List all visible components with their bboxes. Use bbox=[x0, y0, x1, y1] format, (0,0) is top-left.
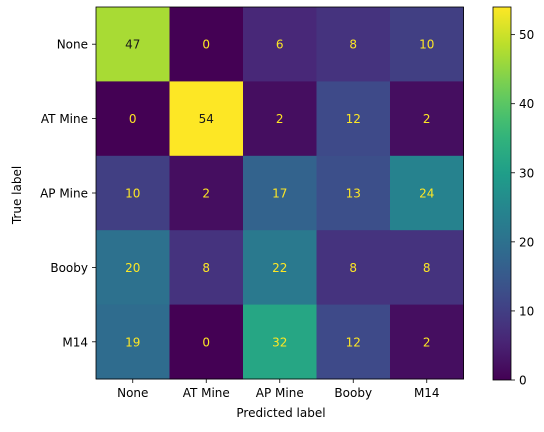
colorbar-tick-label: 10 bbox=[519, 304, 534, 318]
heatmap-cell bbox=[316, 7, 391, 82]
cell-value-label: 12 bbox=[346, 112, 361, 126]
cell-value-label: 2 bbox=[276, 112, 284, 126]
cell-value-label: 2 bbox=[202, 187, 210, 201]
heatmap-cell bbox=[316, 155, 391, 231]
cell-value-label: 22 bbox=[272, 261, 287, 275]
colorbar bbox=[492, 6, 512, 381]
cell-value-label: 24 bbox=[419, 187, 434, 201]
heatmap-cell bbox=[169, 155, 244, 231]
heatmap-cell bbox=[316, 304, 391, 380]
cell-value-label: 54 bbox=[199, 112, 214, 126]
y-axis-ticks: None AT Mine AP Mine Booby M14 bbox=[40, 38, 96, 349]
heatmap-cell bbox=[96, 304, 170, 380]
cell-value-label: 0 bbox=[202, 335, 210, 349]
colorbar-tick-label: 40 bbox=[519, 97, 534, 111]
cell-value-label: 10 bbox=[419, 38, 434, 52]
y-tick-label: M14 bbox=[62, 335, 88, 349]
cell-value-label: 2 bbox=[423, 335, 431, 349]
heatmap-cell bbox=[96, 7, 170, 82]
cell-value-label: 10 bbox=[125, 187, 140, 201]
cell-value-label: 8 bbox=[349, 38, 357, 52]
heatmap-cell bbox=[316, 81, 391, 157]
heatmap-cell bbox=[390, 155, 464, 231]
heatmap-cell bbox=[96, 155, 170, 231]
x-axis-label: Predicted label bbox=[236, 406, 325, 420]
heatmap-cell bbox=[243, 7, 317, 82]
colorbar-tick-label: 0 bbox=[519, 374, 527, 388]
heatmap-cell bbox=[243, 81, 317, 157]
heatmap-cell bbox=[169, 7, 244, 82]
y-tick-label: AT Mine bbox=[41, 112, 88, 126]
x-tick-label: None bbox=[117, 386, 148, 400]
heatmap-cells bbox=[95, 6, 464, 380]
heatmap-cell bbox=[243, 155, 317, 231]
cell-value-label: 0 bbox=[129, 112, 137, 126]
heatmap-cell bbox=[390, 81, 464, 157]
heatmap-cell-labels: 47 0 6 8 10 0 54 2 12 2 10 2 17 13 24 20 8 22 8 8 19 0 32 12 2 bbox=[125, 38, 434, 350]
cell-value-label: 8 bbox=[423, 261, 431, 275]
cell-value-label: 2 bbox=[423, 112, 431, 126]
heatmap-cell bbox=[96, 81, 170, 157]
cell-value-label: 47 bbox=[125, 38, 140, 52]
x-axis-ticks: None AT Mine AP Mine Booby M14 bbox=[117, 379, 440, 400]
cell-value-label: 32 bbox=[272, 335, 287, 349]
heatmap-cell bbox=[169, 81, 244, 157]
heatmap-cell bbox=[96, 230, 170, 306]
x-tick-label: AP Mine bbox=[256, 386, 304, 400]
cell-value-label: 20 bbox=[125, 261, 140, 275]
heatmap-cell bbox=[390, 230, 464, 306]
x-tick-label: M14 bbox=[414, 386, 440, 400]
x-tick-label: AT Mine bbox=[183, 386, 230, 400]
cell-value-label: 17 bbox=[272, 187, 287, 201]
heatmap-cell bbox=[243, 230, 317, 306]
heatmap-cell bbox=[169, 304, 244, 380]
x-tick-label: Booby bbox=[334, 386, 372, 400]
heatmap-cell bbox=[316, 230, 391, 306]
colorbar-tick-label: 20 bbox=[519, 235, 534, 249]
heatmap-cell bbox=[243, 304, 317, 380]
y-tick-label: None bbox=[57, 38, 88, 52]
colorbar-ticks: 0 10 20 30 40 50 bbox=[511, 28, 534, 388]
cell-value-label: 19 bbox=[125, 335, 140, 349]
cell-value-label: 6 bbox=[276, 38, 284, 52]
cell-value-label: 8 bbox=[349, 261, 357, 275]
y-tick-label: Booby bbox=[50, 261, 88, 275]
colorbar-tick-label: 30 bbox=[519, 166, 534, 180]
cell-value-label: 8 bbox=[202, 261, 210, 275]
cell-value-label: 0 bbox=[202, 38, 210, 52]
y-tick-label: AP Mine bbox=[40, 187, 88, 201]
colorbar-tick-label: 50 bbox=[519, 28, 534, 42]
heatmap-cell bbox=[390, 304, 464, 380]
y-axis-label: True label bbox=[10, 166, 24, 225]
cell-value-label: 12 bbox=[346, 335, 361, 349]
heatmap-cell bbox=[390, 7, 464, 82]
cell-value-label: 13 bbox=[346, 187, 361, 201]
heatmap-cell bbox=[169, 230, 244, 306]
